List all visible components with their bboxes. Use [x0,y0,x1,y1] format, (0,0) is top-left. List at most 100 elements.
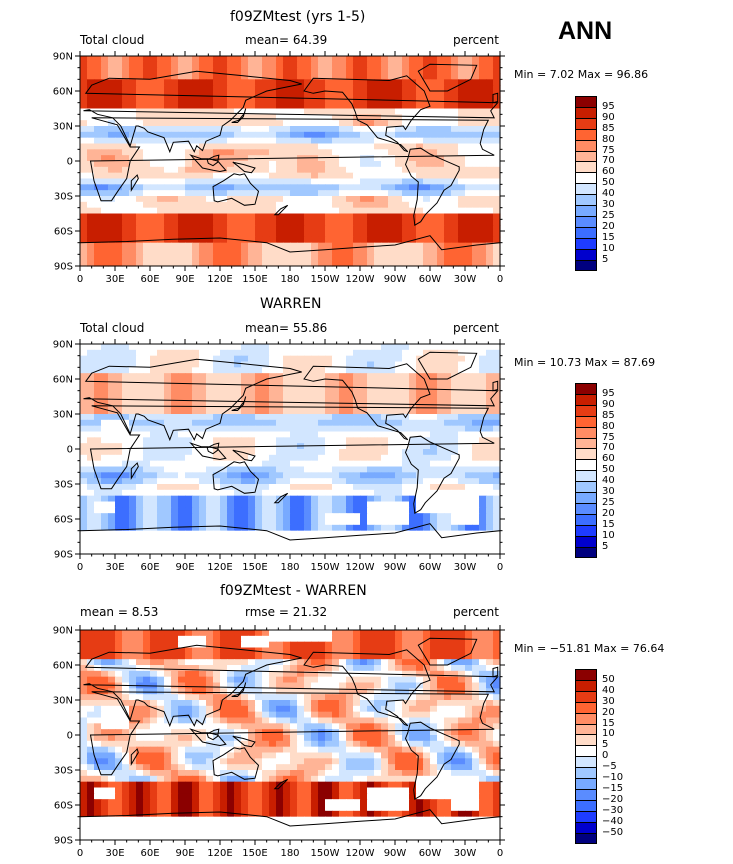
field-cell [416,178,424,185]
field-cell [122,507,130,514]
field-cell [381,79,389,86]
field-cell [276,172,284,180]
field-cell [283,653,291,660]
field-cell [493,379,501,386]
field-cell [465,79,473,86]
field-cell [318,196,326,203]
field-cell [80,225,88,232]
field-cell [360,126,368,133]
field-cell [409,155,417,162]
field-cell [276,548,284,555]
panel-3-rmse-label: rmse = 21.32 [245,605,328,619]
field-cell [115,501,123,508]
field-cell [325,172,333,180]
field-cell [304,56,312,63]
field-cell [437,431,445,438]
field-cell [262,425,270,433]
field-cell [353,201,361,209]
field-cell [129,231,137,238]
field-cell [486,519,494,526]
field-cell [241,361,249,368]
field-cell [185,408,193,415]
field-cell [374,536,382,543]
field-cell [262,437,270,444]
field-cell [437,73,445,80]
field-cell [164,548,172,555]
field-cell [87,225,95,232]
field-cell [248,495,256,503]
field-cell [318,114,326,121]
field-cell [325,507,333,514]
field-cell [199,384,207,392]
field-cell [199,513,207,520]
field-cell [276,56,284,63]
field-cell [108,254,116,261]
field-cell [150,155,158,162]
field-cell [220,120,228,127]
field-cell [451,248,459,255]
field-cell [339,548,347,555]
field-cell [283,472,291,479]
field-cell [206,396,214,403]
field-cell [276,402,284,409]
field-cell [374,213,382,220]
field-cell [122,630,130,637]
field-cell [388,231,396,238]
field-cell [395,408,403,415]
field-cell [409,231,417,238]
field-cell [409,248,417,255]
field-cell [339,248,347,255]
field-cell [402,79,410,86]
field-cell [465,507,473,514]
field-cell [262,61,270,69]
field-cell [374,396,382,403]
field-cell [458,641,466,649]
field-cell [220,201,228,209]
field-cell [409,460,417,468]
field-cell [304,161,312,168]
field-cell [339,225,347,232]
field-cell [472,137,480,145]
field-cell [185,108,193,115]
field-cell [479,630,487,637]
field-cell [374,443,382,450]
field-cell [318,478,326,485]
field-cell [346,349,354,357]
field-cell [360,172,368,180]
field-cell [213,190,221,197]
field-cell [458,201,466,209]
field-cell [115,630,123,637]
field-cell [339,647,347,654]
field-cell [479,524,487,532]
field-cell [108,96,116,104]
field-cell [332,454,340,462]
field-cell [241,647,249,654]
field-cell [164,178,172,185]
field-cell [94,126,102,133]
field-cell [444,402,452,409]
field-cell [136,184,144,191]
field-cell [465,524,473,532]
field-cell [101,524,109,532]
coastline-madagascar [130,174,139,193]
field-cell [311,108,319,115]
field-cell [262,114,270,121]
field-cell [479,196,487,203]
field-cell [472,408,480,415]
field-cell [136,61,144,69]
field-cell [318,519,326,526]
field-cell [283,466,291,473]
field-cell [472,120,480,127]
field-cell [388,161,396,168]
field-cell [332,201,340,209]
field-cell [276,143,284,150]
field-cell [318,254,326,261]
field-cell [94,519,102,526]
field-cell [283,419,291,427]
field-cell [374,361,382,368]
field-cell [178,379,186,386]
field-cell [430,213,438,220]
field-cell [185,61,193,69]
field-cell [241,466,249,473]
field-cell [248,472,256,479]
